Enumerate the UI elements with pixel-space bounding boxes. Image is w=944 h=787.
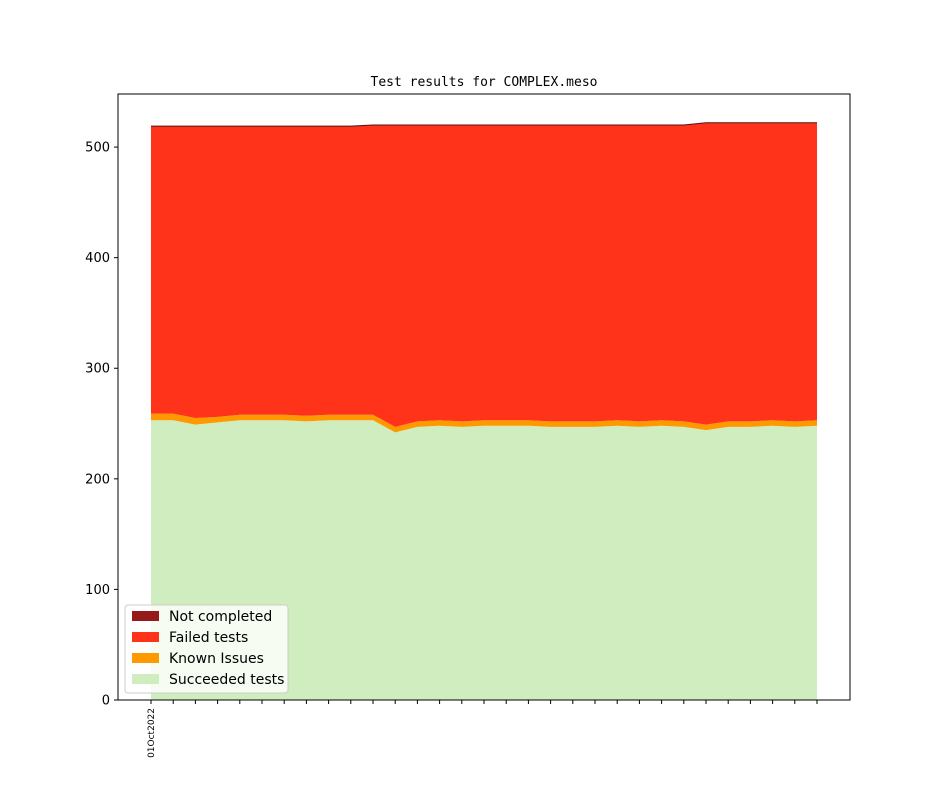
legend-label-failed-tests: Failed tests [169,630,248,646]
y-tick-label: 200 [85,472,110,487]
legend-swatch-known-issues [132,653,159,663]
y-tick-label: 300 [85,362,110,377]
legend-label-not-completed: Not completed [169,609,272,625]
area-succeeded-tests [151,420,817,700]
y-tick-label: 0 [102,694,110,709]
y-tick-label: 400 [85,251,110,266]
legend-swatch-not-completed [132,611,159,621]
x-tick-label: 01Oct2022 [147,708,157,758]
legend-swatch-succeeded-tests [132,674,159,684]
y-tick-label: 100 [85,583,110,598]
chart-title: Test results for COMPLEX.meso [371,75,598,90]
legend: Not completed Failed tests Known Issues Suc… [124,604,289,694]
plot-areas [151,122,817,700]
legend-box [124,604,289,694]
y-tick-label: 500 [85,141,110,156]
x-axis: 01Oct2022 [147,700,818,758]
legend-swatch-failed-tests [132,632,159,642]
y-axis: 0 100 200 300 400 500 [85,141,118,709]
legend-label-succeeded-tests: Succeeded tests [169,672,284,688]
stack-top-outline [151,122,817,127]
legend-label-known-issues: Known Issues [169,651,264,667]
area-known-issues [151,413,817,433]
area-failed-tests [151,122,817,427]
